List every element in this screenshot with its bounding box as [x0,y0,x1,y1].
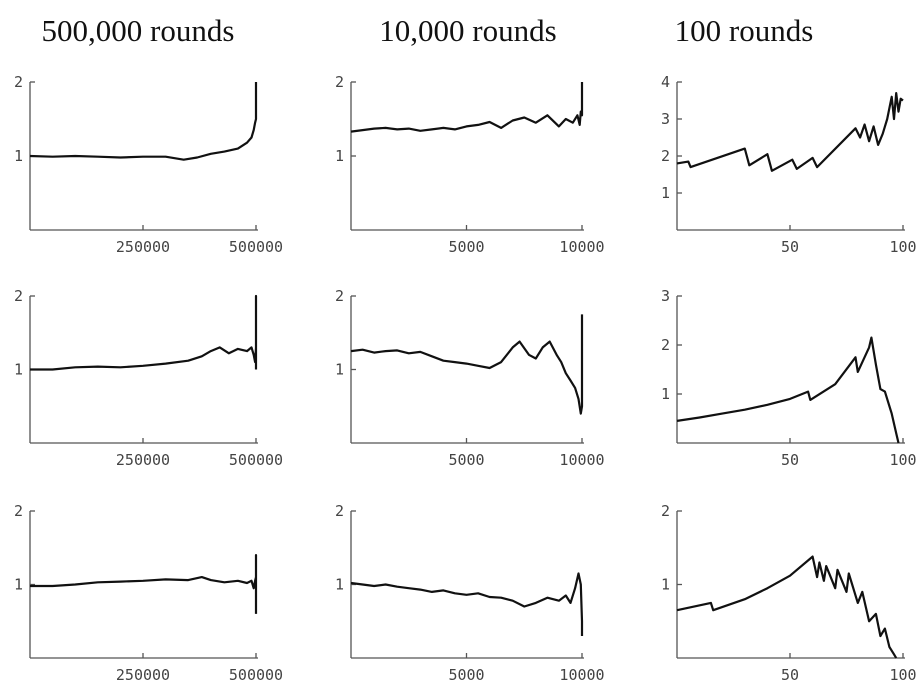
x-tick-label: 50 [781,451,799,469]
chart-panel-7: 1 2 250000 500000 [14,502,283,684]
x-tick-label: 5000 [448,451,484,469]
chart-panel-2: 1 2 5000 10000 [335,73,605,256]
column-title-100-rounds: 100 rounds [675,13,814,48]
y-tick-label: 1 [14,147,23,165]
series-line-1 [676,91,904,172]
series-line-1 [676,555,898,659]
y-tick-label: 1 [335,147,344,165]
chart-panel-4: 1 2 250000 500000 [14,287,283,469]
series-line-1 [350,82,584,133]
y-tick-label: 2 [335,73,344,91]
y-tick-label: 2 [335,287,344,305]
x-tick-label: 250000 [116,451,170,469]
x-tick-label: 10000 [559,238,604,256]
y-tick-label: 4 [661,73,670,91]
chart-panel-8: 1 2 5000 10000 [335,502,605,684]
y-tick-label: 2 [661,336,670,354]
chart-panel-3: 1 2 3 4 50 100 [661,73,917,256]
chart-panel-9: 1 2 50 100 [661,502,917,684]
chart-panel-5: 1 2 5000 10000 [335,287,605,469]
y-tick-label: 2 [14,287,23,305]
y-tick-label: 3 [661,110,670,128]
x-tick-label: 250000 [116,238,170,256]
y-tick-label: 2 [661,502,670,520]
column-title-10000-rounds: 10,000 rounds [379,13,556,48]
y-tick-label: 2 [14,73,23,91]
x-tick-label: 500000 [229,238,283,256]
series-line-1 [350,314,584,415]
column-title-500000-rounds: 500,000 rounds [42,13,235,48]
series-line-1 [676,336,900,444]
y-tick-label: 1 [335,361,344,379]
x-tick-label: 50 [781,666,799,684]
y-tick-label: 1 [661,576,670,594]
x-tick-label: 10000 [559,666,604,684]
x-tick-label: 100 [889,451,916,469]
y-tick-label: 2 [661,147,670,165]
y-tick-label: 1 [661,184,670,202]
series-line-1 [30,553,258,614]
x-tick-label: 250000 [116,666,170,684]
y-tick-label: 1 [14,361,23,379]
x-tick-label: 500000 [229,451,283,469]
series-line-1 [29,82,258,161]
x-tick-label: 5000 [448,238,484,256]
chart-panel-6: 1 2 3 50 100 [661,287,917,469]
x-tick-label: 500000 [229,666,283,684]
y-tick-label: 2 [335,502,344,520]
y-tick-label: 3 [661,287,670,305]
y-tick-label: 1 [335,576,344,594]
series-line-1 [30,294,258,371]
y-tick-label: 2 [14,502,23,520]
y-tick-label: 1 [14,576,23,594]
y-tick-label: 1 [661,385,670,403]
x-tick-label: 50 [781,238,799,256]
chart-panel-1: 1 2 250000 500000 [14,73,283,256]
x-tick-label: 100 [889,666,916,684]
series-line-1 [350,572,584,636]
x-tick-label: 5000 [448,666,484,684]
x-tick-label: 100 [889,238,916,256]
x-tick-label: 10000 [559,451,604,469]
